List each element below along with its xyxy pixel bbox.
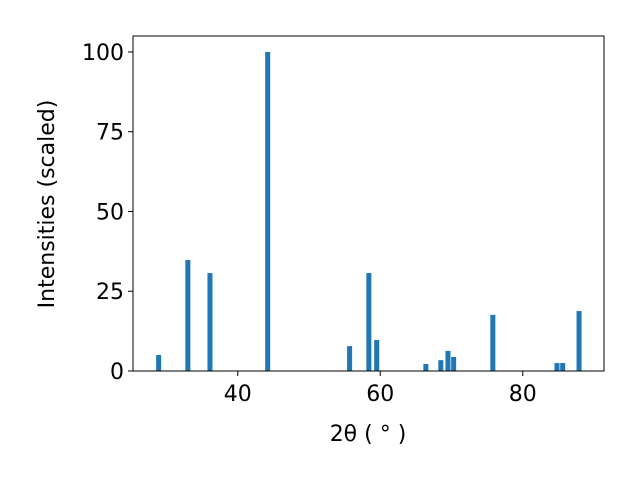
y-tick-label: 100 xyxy=(82,41,124,66)
bar xyxy=(451,356,457,371)
bar xyxy=(185,259,191,371)
bar xyxy=(347,346,353,371)
bar xyxy=(423,363,429,371)
y-tick-label: 50 xyxy=(96,200,124,225)
bar xyxy=(374,340,380,371)
bar xyxy=(445,350,451,371)
bar xyxy=(207,273,213,371)
bar xyxy=(265,51,271,371)
bar xyxy=(560,363,566,371)
bar xyxy=(554,363,560,371)
bar xyxy=(438,360,444,371)
bar xyxy=(366,273,372,371)
x-tick-label: 80 xyxy=(509,382,537,407)
y-axis-label: Intensities (scaled) xyxy=(35,100,60,309)
x-axis-label: 2θ ( ° ) xyxy=(330,422,407,447)
y-tick-label: 0 xyxy=(110,360,124,385)
x-tick-label: 40 xyxy=(224,382,252,407)
plot-frame xyxy=(132,35,605,372)
y-tick-label: 25 xyxy=(96,280,124,305)
x-tick-label: 60 xyxy=(366,382,394,407)
bar xyxy=(490,314,496,371)
y-tick-label: 75 xyxy=(96,121,124,146)
bar xyxy=(576,311,582,371)
bar xyxy=(156,355,162,371)
